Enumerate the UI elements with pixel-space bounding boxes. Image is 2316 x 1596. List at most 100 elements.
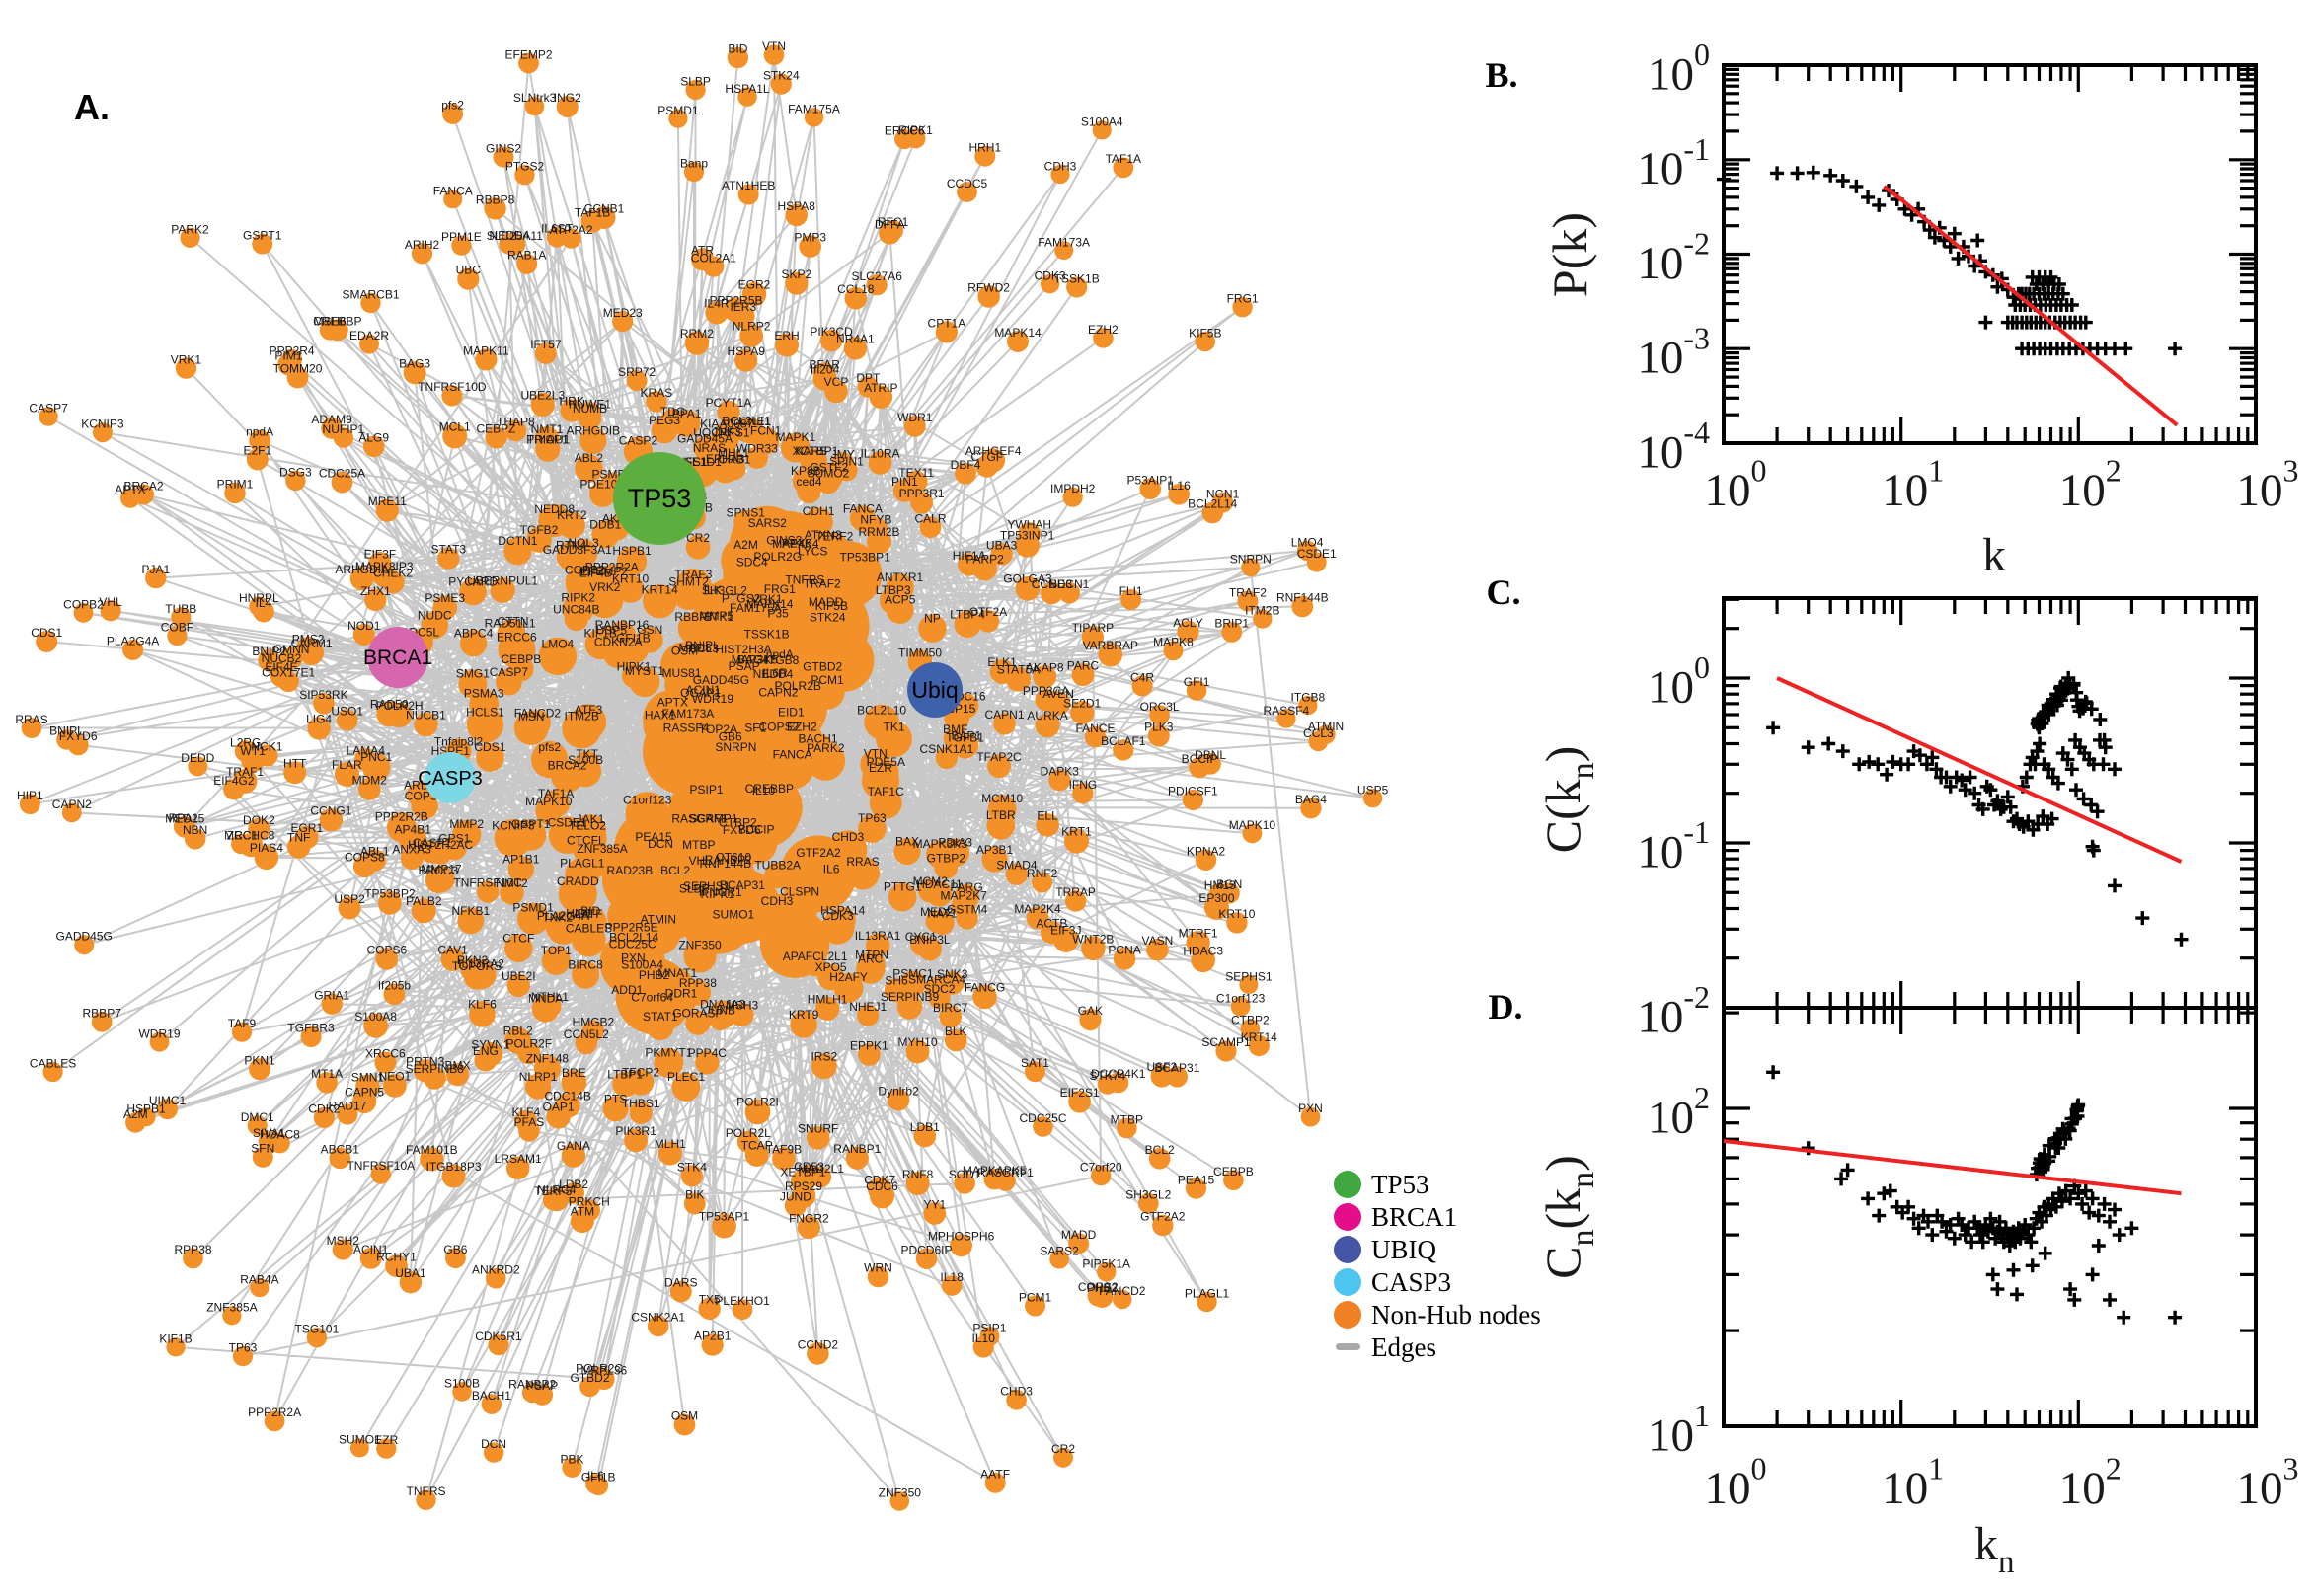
svg-text:LYCS: LYCS xyxy=(798,545,827,559)
svg-text:RNF144B: RNF144B xyxy=(699,857,751,871)
svg-text:PHB2: PHB2 xyxy=(1087,1281,1119,1295)
svg-text:PKMYT1: PKMYT1 xyxy=(645,1045,692,1059)
svg-text:CTCFL: CTCFL xyxy=(567,834,605,848)
svg-text:KRAS: KRAS xyxy=(641,386,673,400)
svg-text:GTBD2: GTBD2 xyxy=(803,660,842,674)
svg-text:COPS8: COPS8 xyxy=(345,851,385,865)
svg-text:QGAP1: QGAP1 xyxy=(680,686,722,700)
svg-text:PBK: PBK xyxy=(560,1452,583,1466)
svg-text:GFI1: GFI1 xyxy=(1184,675,1210,689)
svg-text:CDK7: CDK7 xyxy=(864,1173,895,1186)
svg-text:RBBP7: RBBP7 xyxy=(83,1007,122,1021)
svg-text:IL6: IL6 xyxy=(587,1469,604,1482)
svg-text:CHD3: CHD3 xyxy=(1000,1385,1033,1399)
svg-text:PARP2: PARP2 xyxy=(965,553,1004,567)
svg-text:SDC2: SDC2 xyxy=(923,982,955,996)
svg-text:MMP5: MMP5 xyxy=(699,609,733,623)
svg-text:PDE10A: PDE10A xyxy=(579,478,625,492)
svg-text:TRAF2: TRAF2 xyxy=(804,576,841,590)
svg-text:RAB1A: RAB1A xyxy=(507,249,546,263)
svg-text:RANBP2: RANBP2 xyxy=(705,853,752,867)
svg-text:ANKRD2: ANKRD2 xyxy=(472,1263,520,1277)
svg-text:CASP7: CASP7 xyxy=(490,665,529,679)
svg-text:IL10: IL10 xyxy=(972,1331,996,1345)
svg-text:PPA1: PPA1 xyxy=(672,407,702,420)
svg-text:ITM2B: ITM2B xyxy=(565,709,599,722)
svg-text:SARS2: SARS2 xyxy=(1040,1244,1079,1257)
svg-text:SH3GL2: SH3GL2 xyxy=(1125,1188,1171,1202)
svg-text:PEA15: PEA15 xyxy=(1178,1173,1215,1186)
svg-text:SERPINB8: SERPINB8 xyxy=(406,1062,465,1076)
svg-text:TP63: TP63 xyxy=(229,1341,258,1355)
svg-text:kn: kn xyxy=(1974,1518,2015,1580)
svg-text:SNRPN: SNRPN xyxy=(715,740,756,754)
svg-text:SERPINB9: SERPINB9 xyxy=(881,990,940,1004)
svg-text:TRAF2: TRAF2 xyxy=(1229,585,1267,599)
svg-text:CCNE1: CCNE1 xyxy=(731,415,771,428)
svg-text:BCCIP: BCCIP xyxy=(738,823,775,837)
svg-text:PEA15: PEA15 xyxy=(635,830,672,844)
svg-text:CDK2: CDK2 xyxy=(308,1102,340,1116)
svg-text:DPT: DPT xyxy=(856,371,881,385)
svg-text:RNF144B: RNF144B xyxy=(1276,591,1329,605)
svg-text:USP5: USP5 xyxy=(1357,783,1389,797)
svg-text:MAPK14: MAPK14 xyxy=(746,597,794,611)
svg-text:TX5: TX5 xyxy=(699,1293,721,1307)
svg-text:P(k): P(k) xyxy=(1542,212,1597,297)
svg-text:MHL1: MHL1 xyxy=(718,446,749,460)
svg-text:DCN: DCN xyxy=(481,1437,506,1451)
svg-text:PRTN3: PRTN3 xyxy=(406,1055,444,1069)
svg-text:EGR1: EGR1 xyxy=(290,821,323,835)
svg-text:GORASP: GORASP xyxy=(672,1006,723,1020)
svg-text:NFKB1: NFKB1 xyxy=(451,904,490,918)
svg-text:SMN1: SMN1 xyxy=(351,1071,385,1085)
svg-text:FRG1: FRG1 xyxy=(1227,292,1259,306)
svg-text:TAF9B: TAF9B xyxy=(766,1143,802,1157)
svg-text:SNRPN: SNRPN xyxy=(1230,553,1272,567)
svg-text:S100A4: S100A4 xyxy=(1081,115,1123,129)
svg-text:SEPHS1: SEPHS1 xyxy=(683,879,731,893)
svg-text:TAF1C: TAF1C xyxy=(868,785,904,798)
svg-text:CAV1: CAV1 xyxy=(437,944,468,957)
svg-text:Banp: Banp xyxy=(680,157,708,171)
svg-text:KIF1B: KIF1B xyxy=(584,627,617,641)
svg-text:KLF6: KLF6 xyxy=(468,997,497,1011)
svg-text:Cn(kn): Cn(kn) xyxy=(1535,1155,1601,1279)
svg-text:VHL: VHL xyxy=(99,595,122,609)
svg-text:BNIPL: BNIPL xyxy=(685,639,720,652)
svg-text:HSPA14: HSPA14 xyxy=(820,903,865,917)
svg-text:AP1B1: AP1B1 xyxy=(502,853,540,867)
svg-text:CSNK1A1: CSNK1A1 xyxy=(920,742,974,756)
svg-text:BNIP2: BNIP2 xyxy=(252,645,286,658)
svg-text:FANCA: FANCA xyxy=(773,747,812,761)
svg-text:CCL3: CCL3 xyxy=(1303,726,1334,740)
svg-text:PSMA3: PSMA3 xyxy=(464,687,504,701)
svg-text:KRT14: KRT14 xyxy=(642,582,678,596)
svg-text:RBBP7: RBBP7 xyxy=(674,610,714,624)
svg-text:HIST2H3A: HIST2H3A xyxy=(715,643,771,656)
svg-text:PXN: PXN xyxy=(1298,1102,1323,1115)
svg-text:TP53INP1: TP53INP1 xyxy=(1000,529,1055,543)
svg-text:EPPK1: EPPK1 xyxy=(850,1038,888,1052)
svg-text:RNF2: RNF2 xyxy=(1027,867,1058,880)
svg-text:TRRAP: TRRAP xyxy=(1055,885,1096,899)
svg-text:BRCA2: BRCA2 xyxy=(123,479,163,493)
svg-text:CEBPZ: CEBPZ xyxy=(476,421,515,435)
svg-text:ced4: ced4 xyxy=(796,475,821,489)
svg-text:UNC84B: UNC84B xyxy=(553,602,599,616)
svg-text:GFI1B: GFI1B xyxy=(581,1471,616,1484)
svg-text:EIF3J: EIF3J xyxy=(1050,924,1081,938)
svg-text:CCDC5: CCDC5 xyxy=(947,177,988,190)
svg-text:EGR2: EGR2 xyxy=(738,278,771,292)
svg-text:Dynlrb2: Dynlrb2 xyxy=(878,1084,919,1098)
svg-text:TP63: TP63 xyxy=(858,811,887,825)
svg-text:MCM2: MCM2 xyxy=(913,874,949,888)
svg-text:CABLES: CABLES xyxy=(566,922,612,936)
svg-text:PJA1: PJA1 xyxy=(141,563,170,576)
svg-text:ORC3L: ORC3L xyxy=(1140,700,1180,714)
svg-text:RRM2: RRM2 xyxy=(680,327,714,341)
svg-text:FANCA: FANCA xyxy=(843,501,883,515)
svg-text:RCHY1: RCHY1 xyxy=(376,1251,417,1264)
svg-text:JUNB: JUNB xyxy=(705,1004,735,1018)
svg-text:H2AFY: H2AFY xyxy=(829,970,868,984)
